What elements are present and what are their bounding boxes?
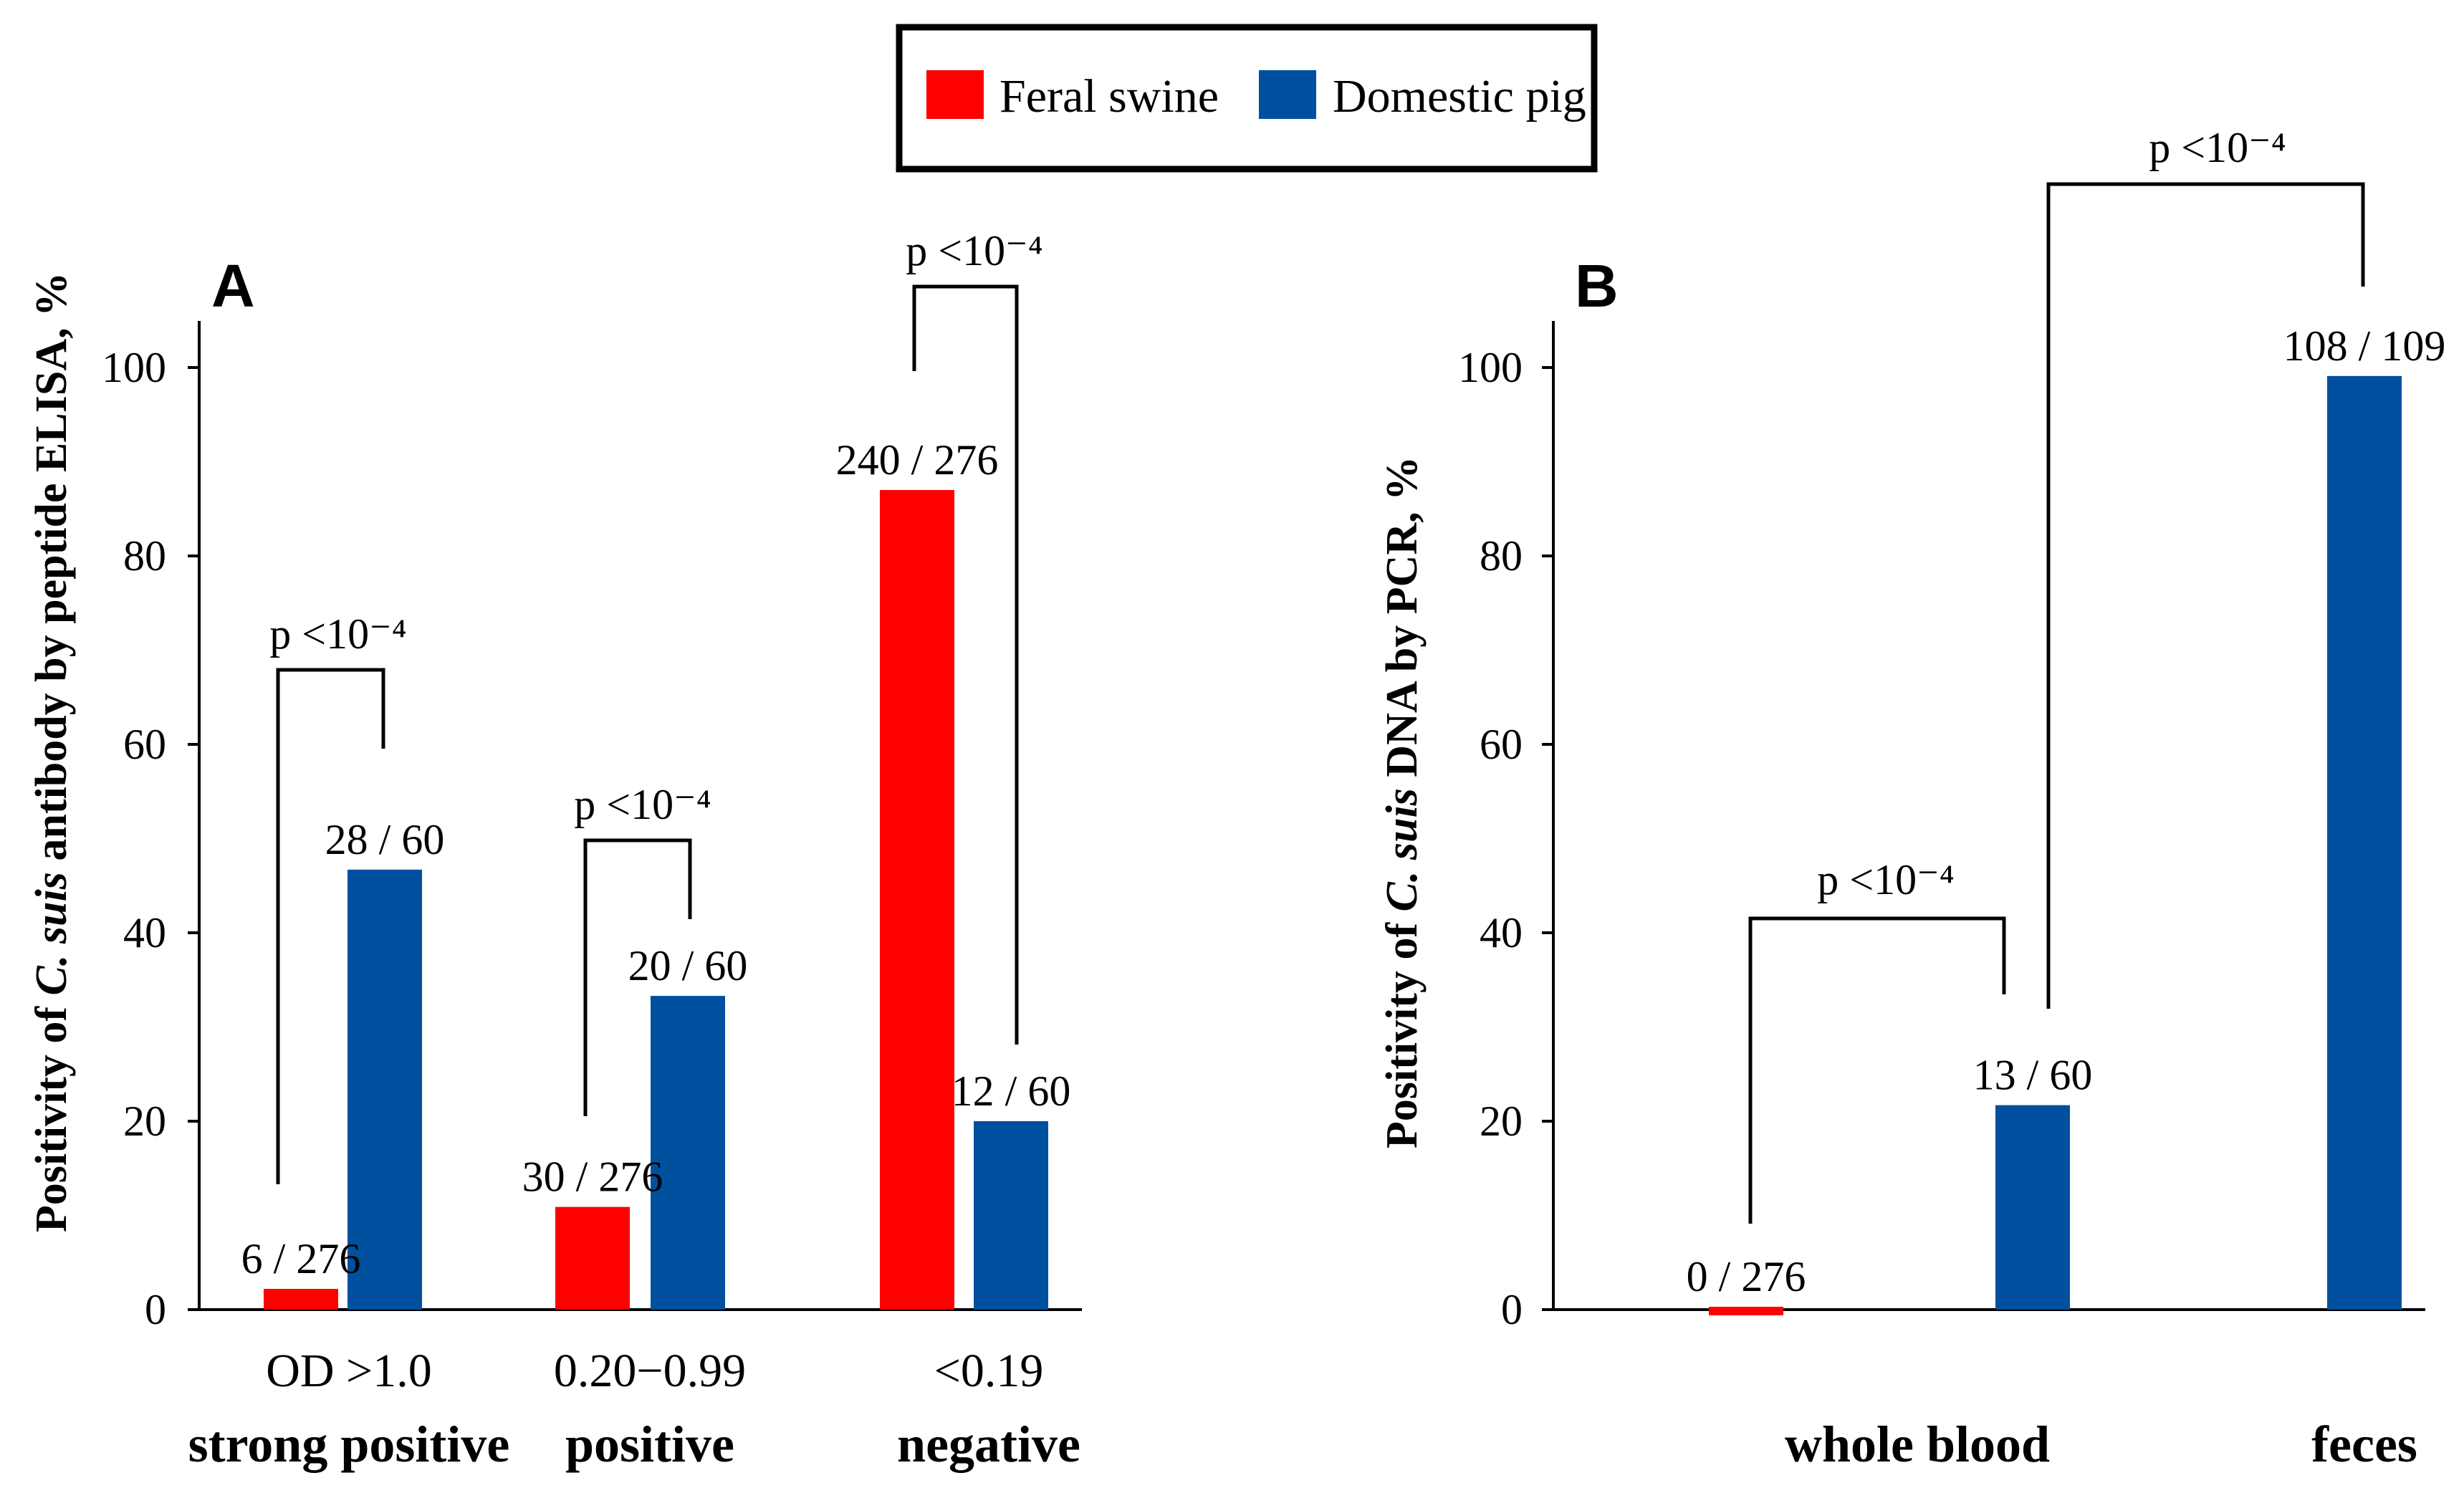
- panel-a-bar-domestic-1: [651, 996, 725, 1310]
- panel-a-x-categories: OD >1.0 strong positive 0.20−0.99 positi…: [188, 1345, 1080, 1473]
- panel-b-data-label-feral-whole-blood: 0 / 276: [1687, 1253, 1806, 1300]
- panel-b-ytick-label-40: 40: [1480, 909, 1523, 956]
- panel-b-bar-domestic-whole-blood: [1995, 1105, 2070, 1310]
- panel-b-bars: [1709, 375, 2402, 1315]
- panel-a-data-label-domestic-2: 12 / 60: [951, 1067, 1071, 1115]
- panel-a-data-label-domestic-0: 28 / 60: [325, 816, 445, 863]
- panel-b-category-0-line2: whole blood: [1785, 1416, 2050, 1473]
- panel-a-y-ticks: 0 20 40 60 80 100: [102, 344, 199, 1333]
- panel-b-pvalue-1: p <10⁻⁴: [2149, 124, 2286, 171]
- panel-b-bar-feral-whole-blood: [1709, 1307, 1783, 1315]
- panel-a-y-axis-label: Positivity of C. suis antibody by peptid…: [27, 272, 76, 1232]
- panel-a-category-0-line2: strong positive: [188, 1416, 510, 1473]
- panel-b-label: B: [1575, 252, 1619, 320]
- panel-a: A Positivity of C. suis antibody by pept…: [27, 227, 1082, 1473]
- panel-a-data-label-feral-0: 6 / 276: [241, 1235, 361, 1282]
- panel-a-data-label-feral-1: 30 / 276: [522, 1153, 663, 1201]
- legend-swatch-domestic: [1259, 70, 1316, 119]
- panel-a-ytick-label-80: 80: [123, 532, 166, 580]
- panel-b-bracket-0: [1748, 916, 2006, 1224]
- panel-b-ytick-label-100: 100: [1458, 344, 1523, 391]
- panel-b-y-ticks: 0 20 40 60 80 100: [1458, 344, 1553, 1333]
- panel-a-bar-domestic-2: [974, 1121, 1048, 1310]
- panel-a-ytick-label-20: 20: [123, 1098, 166, 1145]
- panel-b-data-labels: 0 / 276 13 / 60 108 / 109: [1687, 322, 2446, 1300]
- panel-a-data-label-domestic-1: 20 / 60: [628, 942, 748, 989]
- panel-a-ytick-label-60: 60: [123, 721, 166, 768]
- panel-a-ytick-label-0: 0: [145, 1286, 166, 1333]
- panel-b-bracket-1: [2046, 182, 2365, 1009]
- panel-a-bracket-2: [912, 284, 1019, 1045]
- panel-a-data-labels: 6 / 276 28 / 60 30 / 276 20 / 60 240 / 2…: [241, 436, 1071, 1282]
- legend-label-feral: Feral swine: [999, 70, 1219, 123]
- panel-a-bar-feral-1: [555, 1206, 630, 1310]
- panel-a-label: A: [211, 252, 255, 320]
- panel-b-category-1-line2: feces: [2311, 1416, 2417, 1473]
- panel-a-pvalue-2: p <10⁻⁴: [906, 227, 1042, 274]
- panel-b-ytick-label-60: 60: [1480, 721, 1523, 768]
- panel-a-ytick-label-100: 100: [102, 344, 166, 391]
- panel-b-data-label-domestic-feces: 108 / 109: [2283, 322, 2446, 370]
- panel-a-pvalue-0: p <10⁻⁴: [269, 610, 406, 658]
- panel-a-data-label-feral-2: 240 / 276: [836, 436, 999, 484]
- panel-b: B Positivity of C. suis DNA by PCR, % 0 …: [1378, 124, 2445, 1473]
- panel-a-category-0-line1: OD >1.0: [266, 1345, 432, 1397]
- legend-swatch-feral: [926, 70, 984, 119]
- legend-label-domestic: Domestic pig: [1333, 70, 1586, 123]
- panel-b-significance: p <10⁻⁴ p <10⁻⁴: [1748, 124, 2365, 1224]
- panel-a-pvalue-1: p <10⁻⁴: [574, 781, 711, 828]
- panel-a-category-1-line1: 0.20−0.99: [554, 1345, 746, 1397]
- panel-b-ytick-label-20: 20: [1480, 1098, 1523, 1145]
- panel-a-category-2-line1: <0.19: [934, 1345, 1044, 1397]
- legend: Feral swine Domestic pig: [896, 24, 1598, 173]
- panel-a-bar-domestic-0: [347, 869, 422, 1310]
- panel-b-ytick-label-80: 80: [1480, 532, 1523, 580]
- panel-a-category-1-line2: positive: [565, 1416, 734, 1473]
- panel-a-ytick-label-40: 40: [123, 909, 166, 956]
- panel-a-significance: p <10⁻⁴ p <10⁻⁴ p <10⁻⁴: [269, 227, 1043, 1184]
- panel-b-x-categories: whole blood feces: [1785, 1416, 2417, 1473]
- panel-b-data-label-domestic-whole-blood: 13 / 60: [1973, 1052, 2093, 1099]
- legend-frame: [896, 24, 1598, 173]
- panel-b-pvalue-0: p <10⁻⁴: [1817, 856, 1954, 903]
- panel-a-bar-feral-2: [880, 489, 954, 1310]
- panel-a-bars: [264, 489, 1048, 1310]
- panel-a-bracket-0: [276, 668, 385, 1184]
- panel-a-bar-feral-0: [264, 1289, 338, 1310]
- panel-a-category-2-line2: negative: [897, 1416, 1080, 1473]
- panel-b-bar-domestic-feces: [2327, 375, 2402, 1310]
- panel-b-y-axis-label: Positivity of C. suis DNA by PCR, %: [1378, 456, 1427, 1148]
- panel-b-ytick-label-0: 0: [1501, 1286, 1523, 1333]
- panel-a-bracket-1: [583, 838, 692, 1116]
